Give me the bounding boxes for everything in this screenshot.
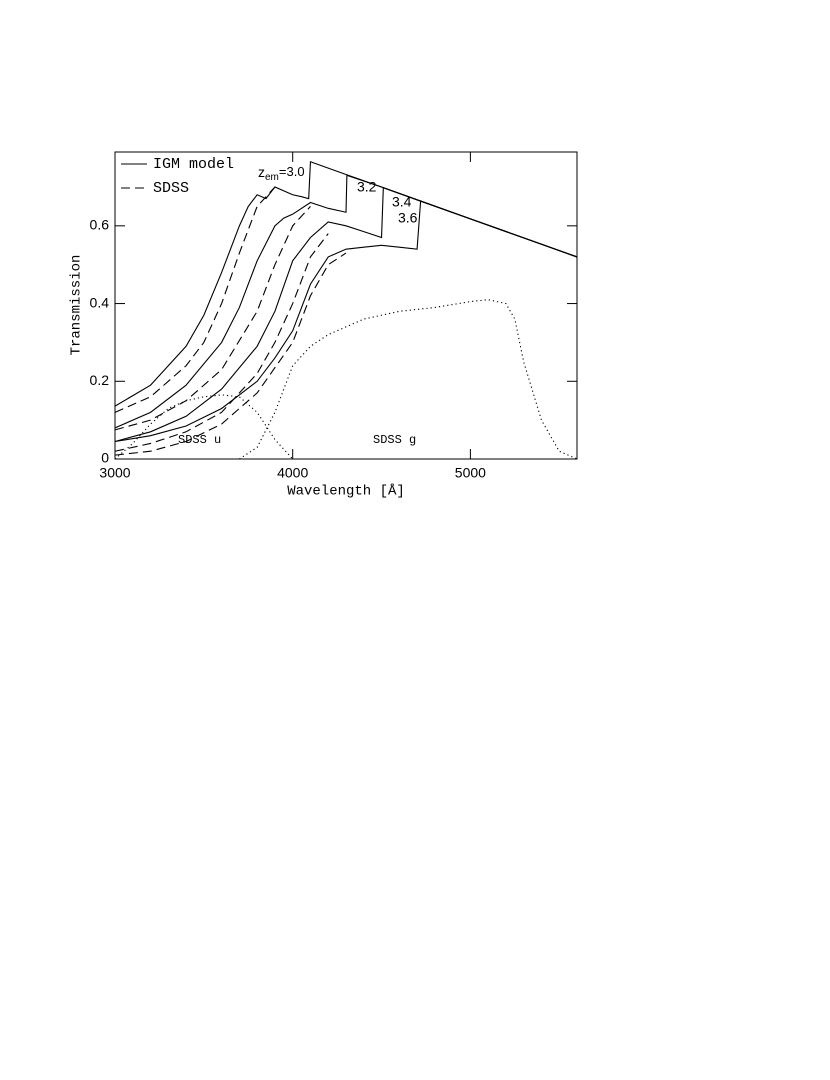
annotation: 3.4: [392, 194, 412, 210]
y-tick-label: 0.6: [90, 217, 110, 233]
annotation: SDSS g: [373, 433, 416, 447]
y-tick-label: 0.4: [90, 294, 110, 310]
z-sub: em: [265, 172, 279, 183]
annotation: SDSS u: [178, 433, 221, 447]
z-label: zem=3.0: [258, 164, 305, 183]
series-line: [239, 299, 578, 460]
series-line: [114, 200, 578, 443]
z-rest: =3.0: [279, 164, 305, 179]
series-line: [114, 174, 578, 429]
y-tick-label: 0.2: [90, 372, 110, 388]
x-tick-label: 5000: [455, 465, 486, 481]
series-line: [114, 252, 347, 456]
series-line: [114, 186, 578, 443]
x-axis-label: Wavelength [Å]: [287, 483, 405, 500]
series-line: [114, 233, 329, 452]
x-tick-label: 3000: [99, 465, 130, 481]
annotation: 3.6: [398, 210, 418, 226]
x-tick-label: 4000: [277, 465, 308, 481]
series-line: [114, 394, 294, 460]
annotation: 3.2: [357, 179, 377, 195]
y-tick-label: 0: [101, 450, 109, 466]
series-line: [114, 206, 311, 431]
series-line: [114, 186, 276, 413]
z-base: z: [258, 164, 265, 180]
plot-frame: [114, 151, 578, 460]
legend-label: IGM model: [153, 156, 234, 173]
y-axis-label: Transmission: [69, 255, 85, 356]
legend-label: SDSS: [153, 180, 189, 197]
